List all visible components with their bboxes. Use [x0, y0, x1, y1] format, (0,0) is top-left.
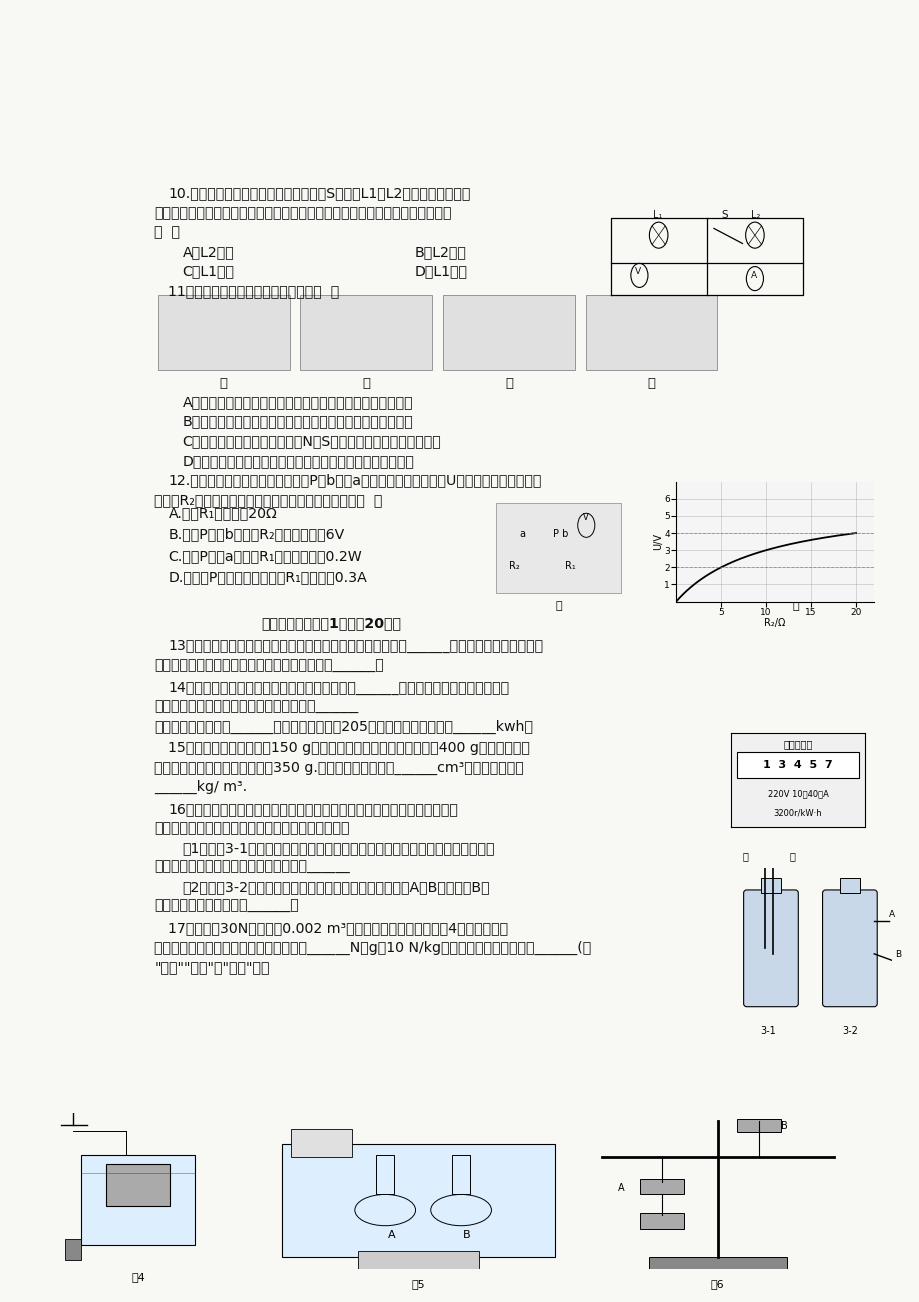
Text: （2）如图3-2所示，在矿泉水瓶上扎两个相同大小的小孔A和B，发现从B孔: （2）如图3-2所示，在矿泉水瓶上扎两个相同大小的小孔A和B，发现从B孔 — [183, 880, 490, 894]
Bar — [496, 503, 620, 592]
Text: 220V 10（40）A: 220V 10（40）A — [766, 789, 828, 798]
Bar — [81, 1155, 195, 1245]
Text: 乙: 乙 — [792, 602, 799, 611]
Text: a: a — [518, 530, 525, 539]
Text: 11．下列四幅图对应的说法正确的是（  ）: 11．下列四幅图对应的说法正确的是（ ） — [168, 284, 339, 298]
Y-axis label: U/V: U/V — [652, 533, 662, 551]
Text: 3-2: 3-2 — [841, 1026, 857, 1036]
Text: B．L2短路: B．L2短路 — [414, 245, 466, 259]
Text: L₂: L₂ — [750, 211, 759, 220]
Bar — [158, 294, 289, 370]
Text: 行．以下就是小明利用矿泉水瓶进行的一些小实验：: 行．以下就是小明利用矿泉水瓶进行的一些小实验： — [154, 822, 349, 836]
Bar — [640, 1213, 684, 1229]
Text: A: A — [387, 1230, 394, 1241]
Text: 14．家庭电路中，开关与所控制的用电器之间是______连接的；如右图所示为小明家: 14．家庭电路中，开关与所控制的用电器之间是______连接的；如右图所示为小明… — [168, 681, 509, 694]
Text: 图6: 图6 — [710, 1279, 723, 1289]
Bar — [290, 1129, 351, 1157]
Text: 10.如图电路，电源电压不变，闭合开关S后，灯L1和L2均发光，过了一段: 10.如图电路，电源电压不变，闭合开关S后，灯L1和L2均发光，过了一段 — [168, 186, 471, 201]
Text: A.电阻R₁的阻值为20Ω: A.电阻R₁的阻值为20Ω — [168, 505, 277, 519]
Bar — [300, 294, 432, 370]
Text: （1）如图3-1所示，矿泉水瓶中装满水后插入吸管甲，用另一吸管乙向吸管甲上: （1）如图3-1所示，矿泉水瓶中装满水后插入吸管甲，用另一吸管乙向吸管甲上 — [183, 841, 494, 855]
Text: 时间，一盏灯突然熄灭，而电流表和电压表的示数都不变，则发生的故障可能是: 时间，一盏灯突然熄灭，而电流表和电压表的示数都不变，则发生的故障可能是 — [154, 206, 451, 220]
Text: 甲: 甲 — [220, 378, 228, 391]
Circle shape — [430, 1194, 491, 1225]
Text: 种液体时，瓶和液体的总质量是350 g.则这个瓶子的容积是______cm³，液体的密度是: 种液体时，瓶和液体的总质量是350 g.则这个瓶子的容积是______cm³，液… — [154, 760, 524, 775]
Text: （  ）: （ ） — [154, 225, 180, 240]
Text: ______kg/ m³.: ______kg/ m³. — [154, 780, 247, 794]
Text: S: S — [720, 211, 727, 220]
Text: 调整手指在笛子上的按压位置是为了改变声音的______．: 调整手指在笛子上的按压位置是为了改变声音的______． — [154, 659, 383, 673]
Bar — [640, 1178, 684, 1194]
Bar — [451, 1155, 470, 1194]
Text: "上浮""悬浮"或"下沉"）．: "上浮""悬浮"或"下沉"）． — [154, 960, 269, 974]
X-axis label: R₂/Ω: R₂/Ω — [764, 618, 785, 628]
Text: 12.在如图甲所示的电路中，当滑片P由b移到a的过程中，电压表示数U及滑动变阻器接入电路: 12.在如图甲所示的电路中，当滑片P由b移到a的过程中，电压表示数U及滑动变阻器… — [168, 474, 541, 487]
Bar — [376, 1155, 394, 1194]
Text: 电能表月初的表盘图片，它是测量家庭消耗______: 电能表月初的表盘图片，它是测量家庭消耗______ — [154, 700, 358, 713]
Text: V: V — [583, 513, 588, 522]
Text: 喷出的水较急，这是因为______。: 喷出的水较急，这是因为______。 — [154, 900, 299, 914]
Text: A．L2断路: A．L2断路 — [183, 245, 234, 259]
Text: C．L1断路: C．L1断路 — [183, 264, 234, 279]
Text: B: B — [780, 1121, 787, 1131]
Text: V: V — [634, 267, 641, 276]
Bar — [839, 878, 858, 893]
Bar — [760, 878, 780, 893]
Text: A: A — [889, 910, 894, 919]
Text: 丙: 丙 — [505, 378, 513, 391]
Text: 甲: 甲 — [742, 852, 747, 861]
Text: 丁: 丁 — [647, 378, 655, 391]
Text: R₁: R₁ — [564, 561, 575, 570]
Bar — [585, 294, 717, 370]
Text: 的仪表，额定电压为______伏，本月他家用电205度，则电度表上显示为______kwh。: 的仪表，额定电压为______伏，本月他家用电205度，则电度表上显示为____… — [154, 720, 533, 734]
Text: C．图丙：改变电流方向并对调N、S极，导体棒摆动方向随之改变: C．图丙：改变电流方向并对调N、S极，导体棒摆动方向随之改变 — [183, 435, 441, 448]
Text: P b: P b — [552, 530, 567, 539]
Text: B: B — [894, 950, 901, 960]
Bar — [65, 1240, 81, 1260]
Text: 13．音乐会上，演员正在吹奏笛子，笛子发声是因为空气柱在______，吹奏过程中，演员不断: 13．音乐会上，演员正在吹奏笛子，笛子发声是因为空气柱在______，吹奏过程中… — [168, 639, 543, 654]
Text: 17．一个重30N、体积为0.002 m³的物体用绳子悬挂着，如图4所示，现将物: 17．一个重30N、体积为0.002 m³的物体用绳子悬挂着，如图4所示，现将物 — [168, 921, 508, 935]
Bar — [282, 1144, 555, 1256]
Text: A: A — [750, 271, 756, 280]
Text: R₂: R₂ — [508, 561, 519, 570]
Text: 乙: 乙 — [362, 378, 370, 391]
Bar — [736, 751, 858, 779]
Bar — [648, 1256, 786, 1269]
Text: 图5: 图5 — [412, 1279, 425, 1289]
Text: B.滑片P移到b端时，R₂两端的电压为6V: B.滑片P移到b端时，R₂两端的电压为6V — [168, 527, 345, 542]
Text: 方吹气，吸管甲中水面会上升，这是因为______: 方吹气，吸管甲中水面会上升，这是因为______ — [154, 861, 349, 875]
Text: L₁: L₁ — [652, 211, 662, 220]
Text: B．图乙：电流一定时，电磁铁磁性的强弱与线圈的匝数有关: B．图乙：电流一定时，电磁铁磁性的强弱与线圈的匝数有关 — [183, 415, 413, 428]
Text: 甲: 甲 — [555, 602, 562, 611]
Text: 的电阻R₂的变化情况如图乙所示。下列说法正确的是（  ）: 的电阻R₂的变化情况如图乙所示。下列说法正确的是（ ） — [154, 493, 382, 506]
Text: 15．一个空瓶子的质量是150 g，当装满水时，瓶和水的总质量是400 g；当装满另一: 15．一个空瓶子的质量是150 g，当装满水时，瓶和水的总质量是400 g；当装… — [168, 741, 529, 755]
Bar — [736, 1120, 780, 1131]
Text: D.当滑片P移到中点时，通过R₁的电流为0.3A: D.当滑片P移到中点时，通过R₁的电流为0.3A — [168, 570, 367, 585]
Text: 单项电度表: 单项电度表 — [783, 740, 811, 749]
Text: 1  3  4  5  7: 1 3 4 5 7 — [763, 760, 832, 769]
Text: 3200r/kW·h: 3200r/kW·h — [773, 809, 822, 818]
FancyBboxPatch shape — [743, 891, 798, 1006]
Text: B: B — [463, 1230, 471, 1241]
Text: A．图甲：通电导线周围存在磁场，将小磁针移走，磁场消失: A．图甲：通电导线周围存在磁场，将小磁针移走，磁场消失 — [183, 395, 413, 409]
Text: 3-1: 3-1 — [759, 1026, 775, 1036]
Text: 二、填空题（每空1分，共20分）: 二、填空题（每空1分，共20分） — [261, 616, 401, 630]
Bar — [357, 1251, 479, 1269]
Text: 乙: 乙 — [789, 852, 794, 861]
Bar — [106, 1164, 170, 1206]
Text: D．图丁：只要导体棒在磁场中运动，就一定会产生感应电流: D．图丁：只要导体棒在磁场中运动，就一定会产生感应电流 — [183, 454, 414, 467]
Text: A: A — [618, 1184, 624, 1194]
FancyBboxPatch shape — [822, 891, 877, 1006]
Text: C.滑片P移到a端时，R₁消耗的功率为0.2W: C.滑片P移到a端时，R₁消耗的功率为0.2W — [168, 548, 362, 562]
Text: 图4: 图4 — [131, 1272, 144, 1282]
Text: 16．物理与生活总是密切相关，很多有趣的物理实验也可以助身边的用品进: 16．物理与生活总是密切相关，很多有趣的物理实验也可以助身边的用品进 — [168, 802, 458, 816]
Bar — [443, 294, 574, 370]
Text: D．L1短路: D．L1短路 — [414, 264, 467, 279]
Text: 体浸没在烧杯的水中，物体受到的浮力是______N（g取10 N/kg）．释放绳子后，物体将______(填: 体浸没在烧杯的水中，物体受到的浮力是______N（g取10 N/kg）．释放绳… — [154, 940, 591, 954]
Circle shape — [355, 1194, 415, 1225]
